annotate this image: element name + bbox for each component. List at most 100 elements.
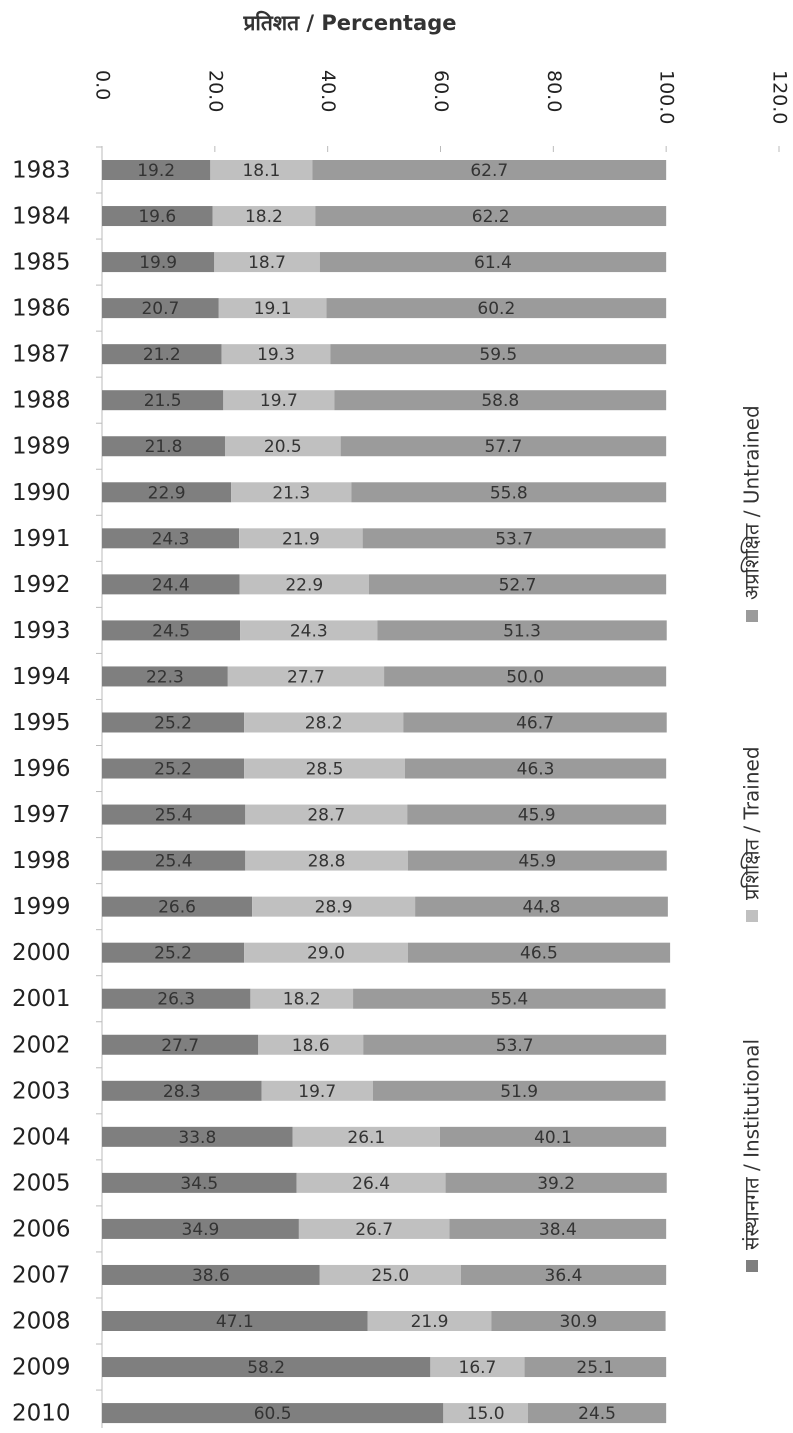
data-label: 27.7 bbox=[287, 667, 325, 687]
data-label: 24.3 bbox=[290, 621, 328, 641]
data-label: 28.8 bbox=[308, 852, 346, 872]
bar-segment bbox=[524, 1357, 667, 1378]
bar-segment bbox=[445, 1172, 667, 1193]
data-label: 25.4 bbox=[155, 806, 193, 826]
data-label: 18.2 bbox=[283, 990, 321, 1010]
legend-label: प्रशिक्षित / Trained bbox=[740, 746, 764, 900]
data-label: 45.9 bbox=[518, 806, 556, 826]
data-label: 19.6 bbox=[138, 207, 176, 227]
data-label: 58.8 bbox=[481, 391, 519, 411]
bar-segment bbox=[245, 804, 408, 825]
data-label: 60.2 bbox=[477, 299, 515, 319]
data-label: 19.7 bbox=[260, 391, 298, 411]
bar-segment bbox=[102, 252, 215, 273]
y-tick-label: 1993 bbox=[12, 618, 71, 644]
bar-segment bbox=[372, 1080, 666, 1101]
data-label: 19.9 bbox=[139, 253, 177, 273]
bar-segment bbox=[102, 298, 219, 319]
data-label: 44.8 bbox=[523, 898, 561, 918]
bar-segment bbox=[244, 942, 408, 963]
y-tick-label: 1983 bbox=[12, 158, 71, 184]
bar-segment bbox=[296, 1172, 446, 1193]
bar-segment bbox=[491, 1311, 666, 1331]
bar-segment bbox=[319, 1264, 461, 1285]
data-label: 19.1 bbox=[254, 299, 292, 319]
data-label: 25.2 bbox=[154, 760, 192, 780]
data-label: 21.9 bbox=[411, 1312, 449, 1332]
y-tick-label: 2010 bbox=[12, 1401, 71, 1427]
data-label: 24.4 bbox=[152, 575, 190, 595]
data-label: 62.7 bbox=[470, 161, 508, 181]
data-label: 58.2 bbox=[247, 1358, 285, 1378]
bar-segment bbox=[340, 436, 667, 457]
data-label: 53.7 bbox=[495, 529, 533, 549]
bar-segment bbox=[102, 1080, 262, 1101]
bar-segment bbox=[239, 574, 369, 595]
y-tick-label: 1984 bbox=[12, 204, 71, 230]
x-tick-label: 60.0 bbox=[430, 70, 452, 112]
bar-segment bbox=[404, 758, 667, 779]
data-label: 21.2 bbox=[143, 345, 181, 365]
data-label: 47.1 bbox=[216, 1312, 254, 1332]
data-label: 38.6 bbox=[192, 1266, 230, 1286]
bar-segment bbox=[102, 1357, 431, 1378]
x-tick-label: 100.0 bbox=[656, 70, 678, 124]
bar-segment bbox=[245, 850, 408, 871]
data-label: 60.5 bbox=[254, 1404, 292, 1424]
bar-segment bbox=[102, 436, 225, 457]
bar-segment bbox=[367, 1311, 492, 1331]
data-label: 46.3 bbox=[517, 760, 555, 780]
bar-segment bbox=[326, 298, 667, 319]
y-tick-label: 1997 bbox=[12, 802, 71, 828]
bar-segment bbox=[102, 160, 211, 180]
data-label: 55.8 bbox=[490, 483, 528, 503]
y-tick-label: 2009 bbox=[12, 1355, 71, 1381]
bar-segment bbox=[430, 1357, 525, 1378]
bar-segment bbox=[384, 666, 667, 687]
bar-segment bbox=[102, 344, 222, 365]
data-label: 26.6 bbox=[158, 898, 196, 918]
y-tick-label: 1988 bbox=[12, 388, 71, 414]
data-label: 26.3 bbox=[157, 990, 195, 1010]
data-label: 28.9 bbox=[315, 898, 353, 918]
data-label: 26.1 bbox=[347, 1128, 385, 1148]
bar-segment bbox=[330, 344, 667, 365]
bar-segment bbox=[312, 160, 667, 180]
data-label: 24.5 bbox=[578, 1404, 616, 1424]
data-label: 21.3 bbox=[272, 483, 310, 503]
data-label: 20.7 bbox=[141, 299, 179, 319]
data-label: 19.2 bbox=[137, 161, 175, 181]
data-label: 26.7 bbox=[355, 1220, 393, 1240]
bar-segment bbox=[102, 206, 213, 227]
bar-segment bbox=[377, 620, 667, 641]
bar-segment bbox=[258, 1034, 364, 1055]
bar-segment bbox=[319, 252, 667, 273]
bar-segment bbox=[224, 436, 341, 457]
data-label: 26.4 bbox=[352, 1174, 390, 1194]
y-tick-label: 1994 bbox=[12, 664, 71, 690]
bar-segment bbox=[102, 1172, 297, 1193]
data-label: 61.4 bbox=[474, 253, 512, 273]
bar-segment bbox=[212, 206, 316, 227]
data-label: 40.1 bbox=[534, 1128, 572, 1148]
bar-segment bbox=[449, 1218, 667, 1239]
bar-segment bbox=[460, 1264, 667, 1285]
x-tick-label: 80.0 bbox=[543, 70, 565, 112]
bar-segment bbox=[102, 1311, 368, 1331]
data-label: 30.9 bbox=[560, 1312, 598, 1332]
legend-swatch bbox=[746, 610, 758, 622]
bar-segment bbox=[407, 850, 667, 871]
y-tick-label: 1992 bbox=[12, 572, 71, 598]
bar-segment bbox=[102, 1264, 320, 1285]
data-label: 53.7 bbox=[496, 1036, 534, 1056]
bar-segment bbox=[102, 390, 224, 411]
y-tick-label: 2006 bbox=[12, 1216, 71, 1242]
data-label: 19.3 bbox=[257, 345, 295, 365]
data-label: 36.4 bbox=[545, 1266, 583, 1286]
bar-segment bbox=[362, 528, 666, 549]
bar-segment bbox=[252, 896, 416, 917]
bar-segment bbox=[403, 712, 667, 733]
bar-segment bbox=[102, 850, 246, 871]
bar-segment bbox=[102, 712, 245, 733]
